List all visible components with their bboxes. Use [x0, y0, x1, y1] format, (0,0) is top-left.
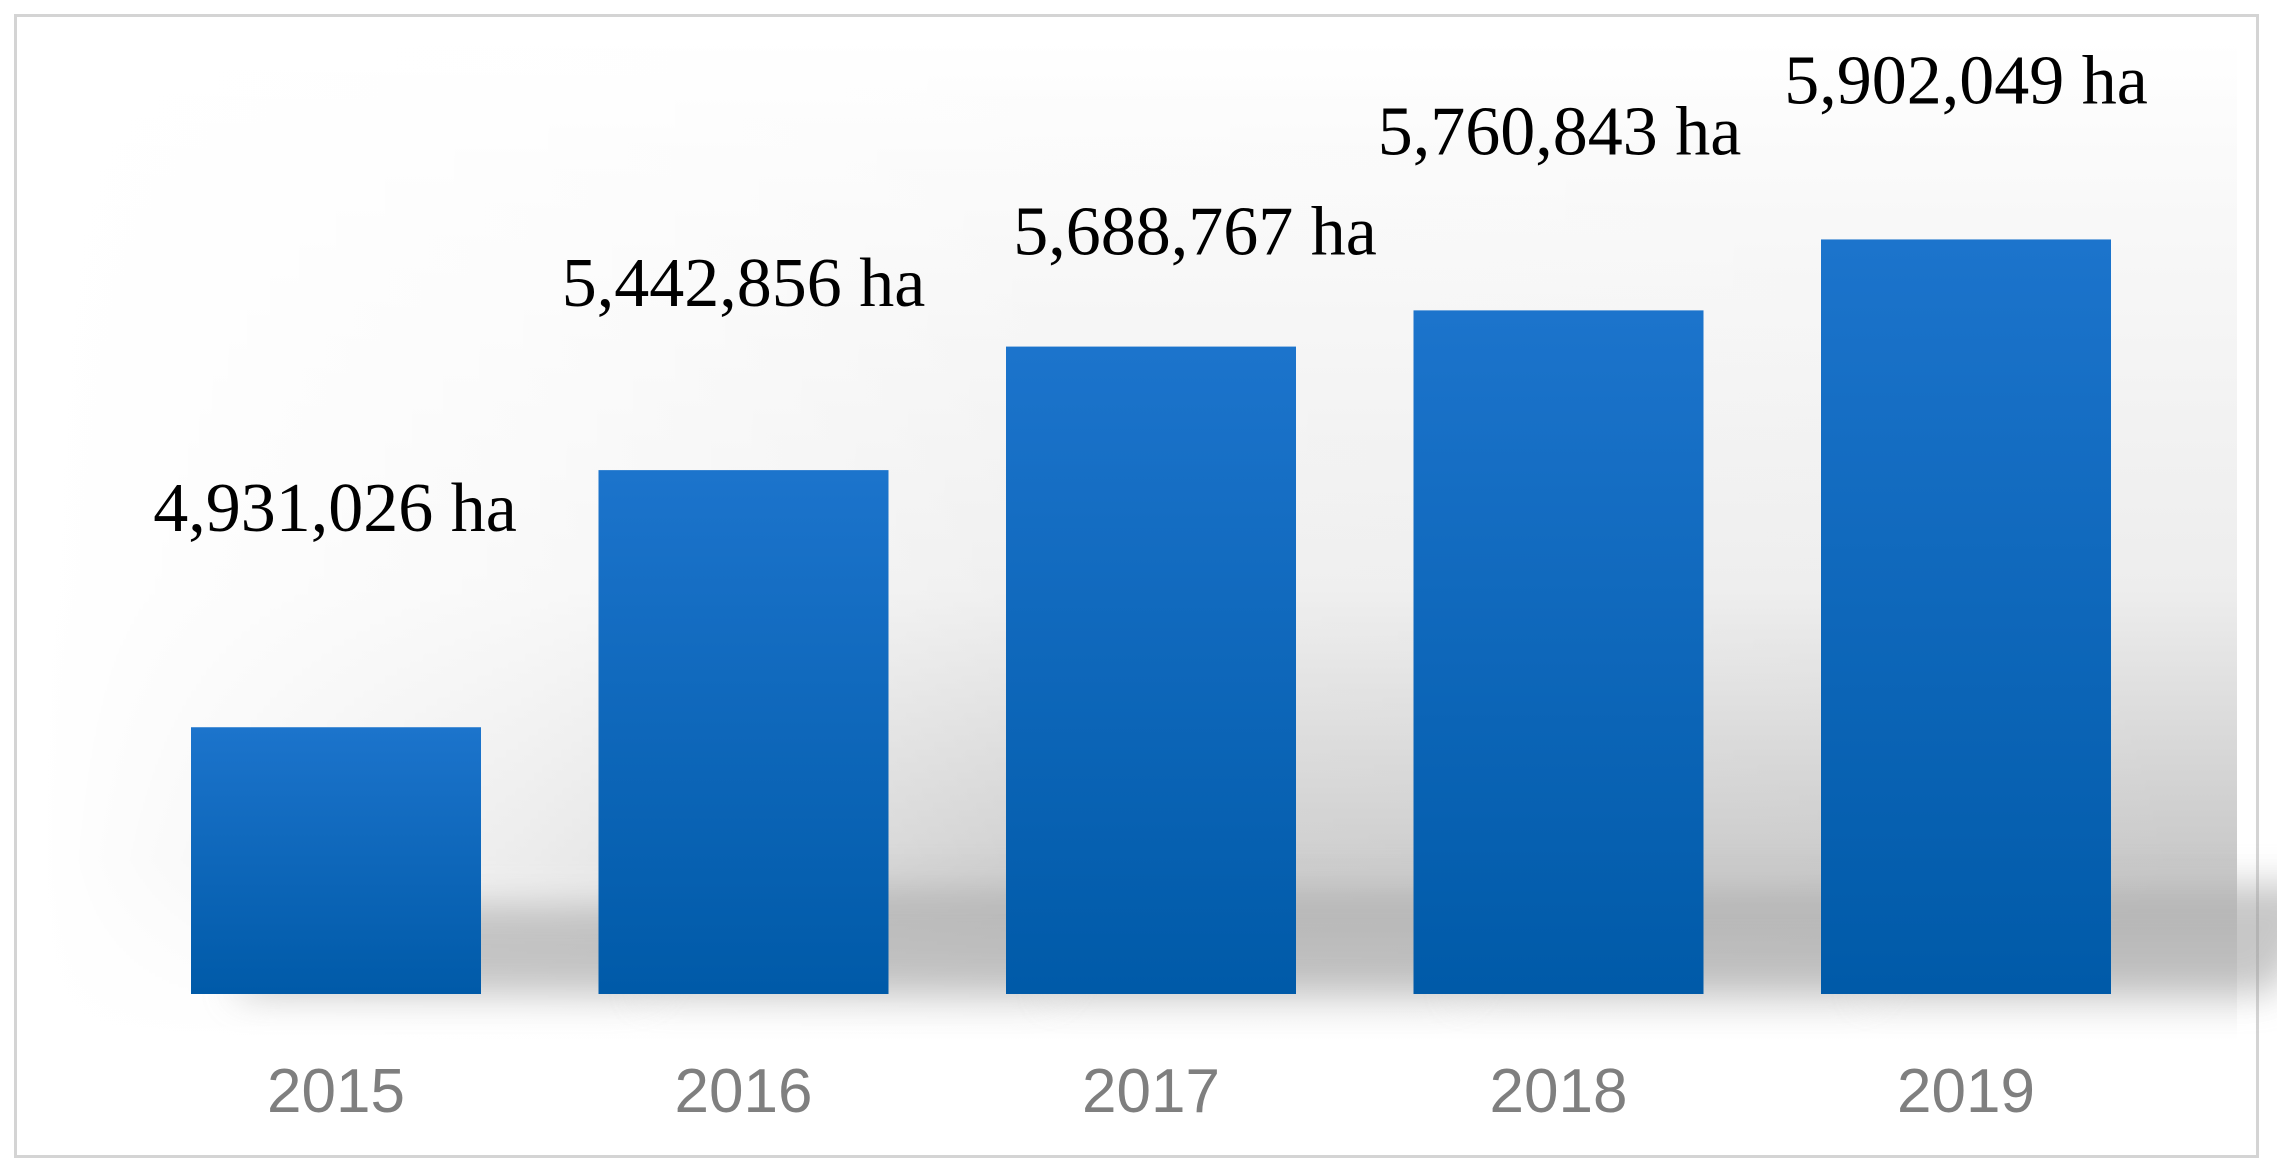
bar-2016	[598, 470, 889, 994]
x-tick-2019: 2019	[1897, 1057, 2035, 1126]
data-label-2018: 5,760,843 ha	[1378, 93, 1742, 170]
x-tick-2016: 2016	[675, 1057, 813, 1126]
bar-2018	[1413, 310, 1704, 994]
data-label-2019: 5,902,049 ha	[1784, 42, 2148, 119]
data-label-2017: 5,688,767 ha	[1013, 194, 1377, 271]
bar-2015	[191, 727, 481, 994]
bars	[191, 239, 2111, 994]
data-label-2015: 4,931,026 ha	[153, 470, 517, 547]
x-tick-2015: 2015	[267, 1057, 405, 1126]
x-tick-2018: 2018	[1490, 1057, 1628, 1126]
bar-2017	[1006, 346, 1296, 994]
data-labels: 4,931,026 ha 5,442,856 ha 5,688,767 ha5,76…	[153, 42, 2148, 547]
bar-2019	[1821, 239, 2111, 994]
x-tick-2017: 2017	[1082, 1057, 1220, 1126]
x-axis-tick-labels: 2015 2016 2017 2018 2019	[267, 1057, 2035, 1126]
data-label-2016: 5,442,856 ha	[562, 245, 926, 322]
